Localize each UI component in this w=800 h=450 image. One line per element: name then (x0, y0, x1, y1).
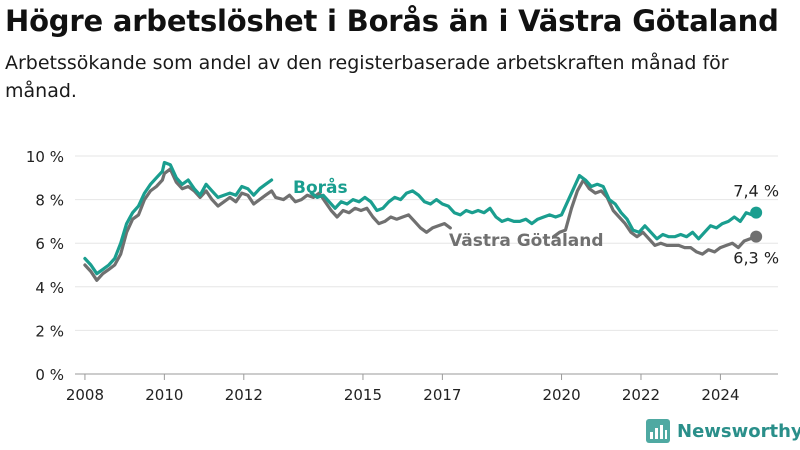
newsworthy-brand: Newsworthy (646, 419, 800, 443)
series-labels: Borås Västra Götaland 7,4 % 6,3 % (293, 176, 779, 268)
series-line-vastra-gotaland (83, 167, 452, 282)
end-point-marker (750, 230, 763, 243)
series-line-boras (309, 174, 758, 241)
end-point-marker (750, 206, 763, 219)
x-tick-label: 2010 (145, 386, 183, 404)
end-value-label: 7,4 % (733, 182, 779, 201)
x-tick-label: 2008 (66, 386, 104, 404)
series-name-label: Borås (293, 176, 348, 198)
series-line-vastra-gotaland (552, 178, 758, 256)
y-tick-label: 8 % (35, 192, 64, 210)
y-tick-label: 0 % (35, 366, 64, 384)
x-tick-label: 2017 (423, 386, 461, 404)
y-axis-ticks: 0 % 2 % 4 % 6 % 8 % 10 % (26, 148, 64, 384)
y-tick-label: 4 % (35, 279, 64, 297)
chart-title: Högre arbetslöshet i Borås än i Västra G… (5, 4, 779, 38)
brand-name: Newsworthy (677, 420, 800, 442)
x-tick-label: 2012 (225, 386, 263, 404)
series-lines (83, 160, 763, 282)
x-tick-label: 2015 (344, 386, 382, 404)
x-tick-label: 2024 (701, 386, 739, 404)
y-tick-label: 10 % (26, 148, 64, 166)
bar-chart-logo-icon (646, 419, 670, 443)
series-line-boras (83, 160, 274, 276)
chart-subtitle: Arbetssökande som andel av den registerb… (5, 52, 729, 102)
x-axis: 2008 2010 2012 2015 2017 2020 2022 2024 (66, 373, 778, 404)
y-tick-label: 6 % (35, 235, 64, 253)
end-value-label: 6,3 % (733, 249, 779, 268)
x-tick-label: 2020 (542, 386, 580, 404)
series-name-label: Västra Götaland (449, 231, 604, 251)
y-tick-label: 2 % (35, 322, 64, 340)
x-tick-label: 2022 (622, 386, 660, 404)
